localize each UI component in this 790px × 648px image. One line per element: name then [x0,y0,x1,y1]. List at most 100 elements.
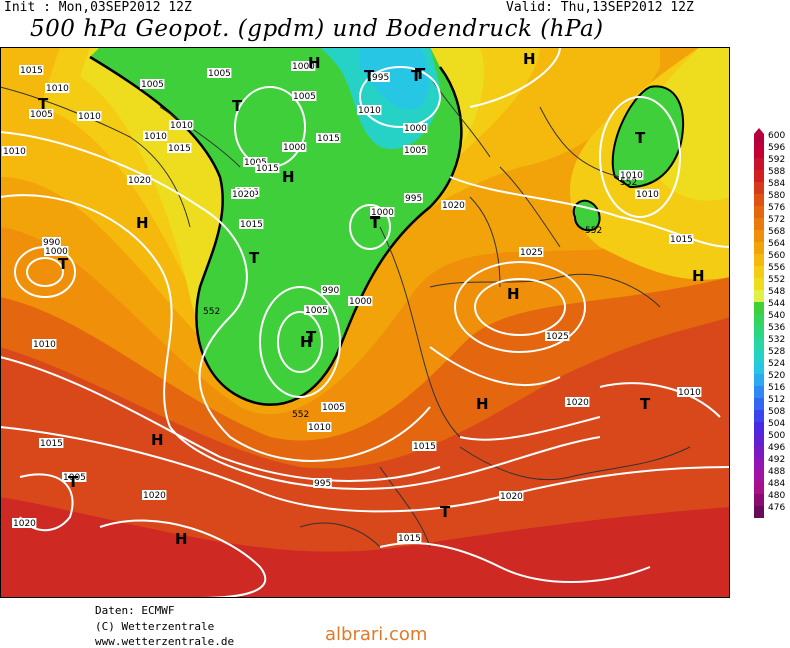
data-source: Daten: ECMWF [95,604,175,617]
high-pressure-marker: H [507,285,520,303]
legend-label: 524 [768,359,785,369]
isobar-label-box [677,387,702,397]
isobar-label: 1015 [20,66,43,76]
contour-552-label-group: 552 552 552 552 [203,178,637,420]
isobar-label-box [370,207,395,217]
isobar-label-box [282,142,307,152]
low-pressure-marker: T [364,67,375,85]
legend-swatch [754,338,764,350]
low-pressure-marker: T [249,249,260,267]
isobar-label-box [403,145,428,155]
legend-swatch [754,482,764,494]
isobar-label-box [619,170,644,180]
isobar-label: 1015 [413,442,436,452]
isobar-label: 1015 [240,220,263,230]
legend-swatch [754,386,764,398]
legend-label: 528 [768,347,785,357]
isobar-label: 1020 [566,398,589,408]
isobar-label: 1020 [232,190,255,200]
isobar-label-box [404,193,423,203]
legend-swatch [754,458,764,470]
legend-label: 540 [768,311,785,321]
isobar-label: 1010 [3,147,26,157]
isobar-label-box [42,237,61,247]
isobar-label-box [403,123,428,133]
isobar-label: 1010 [33,340,56,350]
isobar-label-box [669,234,694,244]
legend-label: 476 [768,503,785,513]
isobar-label: 1000 [283,143,306,153]
isobar-label: 1015 [168,144,191,154]
isobar-label-box [77,111,102,121]
isobar-label: 1020 [500,492,523,502]
isobar-label-box [499,491,524,501]
isobar-label: 1015 [40,439,63,449]
watermark: albrari.com [325,624,428,645]
legend-label: 576 [768,203,785,213]
legend-swatch [754,290,764,302]
legend-label: 600 [768,131,785,141]
legend-label: 536 [768,323,785,333]
isobar-label: 1010 [170,121,193,131]
isobar-label-box [243,157,268,167]
isobar-label-box [397,533,422,543]
isobar-label-box [32,339,57,349]
isobar-label: 1000 [349,297,372,307]
isobar-label: 1005 [322,403,345,413]
isobar-label-box [357,105,382,115]
contour-552-label: 552 [585,226,602,236]
legend-label: 492 [768,455,785,465]
legend-swatch [754,302,764,314]
legend-swatch [754,410,764,422]
legend-swatch [754,470,764,482]
low-pressure-marker: T [370,213,381,231]
legend-swatch [754,278,764,290]
isobar-label-box [127,175,152,185]
isobar-label: 1005 [305,306,328,316]
legend-label: 588 [768,167,785,177]
legend-swatch [754,362,764,374]
contour-552-label: 552 [203,307,220,317]
legend-label: 580 [768,191,785,201]
high-pressure-marker: H [476,395,489,413]
high-pressure-marker: H [523,50,536,68]
isobar-label: 1010 [78,112,101,122]
isobar-label-box [307,422,332,432]
isobar-label-box [304,305,329,315]
low-pressure-marker: T [370,214,381,232]
legend-swatch [754,434,764,446]
isobar-label: 1010 [144,132,167,142]
high-marker-group: H H H H H H H H H H [136,50,705,548]
isobar-label-box [239,219,264,229]
isobar-label-box [12,518,37,528]
isobar-label-box [44,246,69,256]
isobar-label-box [45,83,70,93]
isobar-label: 1010 [46,84,69,94]
isobar-label-box [441,200,466,210]
legend-label: 508 [768,407,785,417]
isobar-label: 1010 [308,423,331,433]
legend-swatch [754,194,764,206]
legend-label: 520 [768,371,785,381]
high-pressure-marker: H [300,333,313,351]
isobar-label: 995 [405,194,422,204]
legend-label: 552 [768,275,785,285]
isobar-label: 1000 [371,208,394,218]
isobar-label-box [565,397,590,407]
isobar-label: 1025 [546,332,569,342]
contour-552-label: 552 [620,178,637,188]
legend-label: 556 [768,263,785,273]
isobar-label: 1010 [636,190,659,200]
isobar-label-box [207,68,232,78]
isobar-label-box [412,441,437,451]
legend-swatch [754,350,764,362]
pressure-label-group: 1015101010051010100510101015102010151010… [2,61,702,544]
isobar-label-box [167,143,192,153]
low-pressure-marker: T [38,95,49,113]
isobar-label-box [635,189,660,199]
isobar-label-box [348,296,373,306]
isobar-label: 1020 [128,176,151,186]
isobar-label-box [140,79,165,89]
isobar-label: 1020 [442,201,465,211]
